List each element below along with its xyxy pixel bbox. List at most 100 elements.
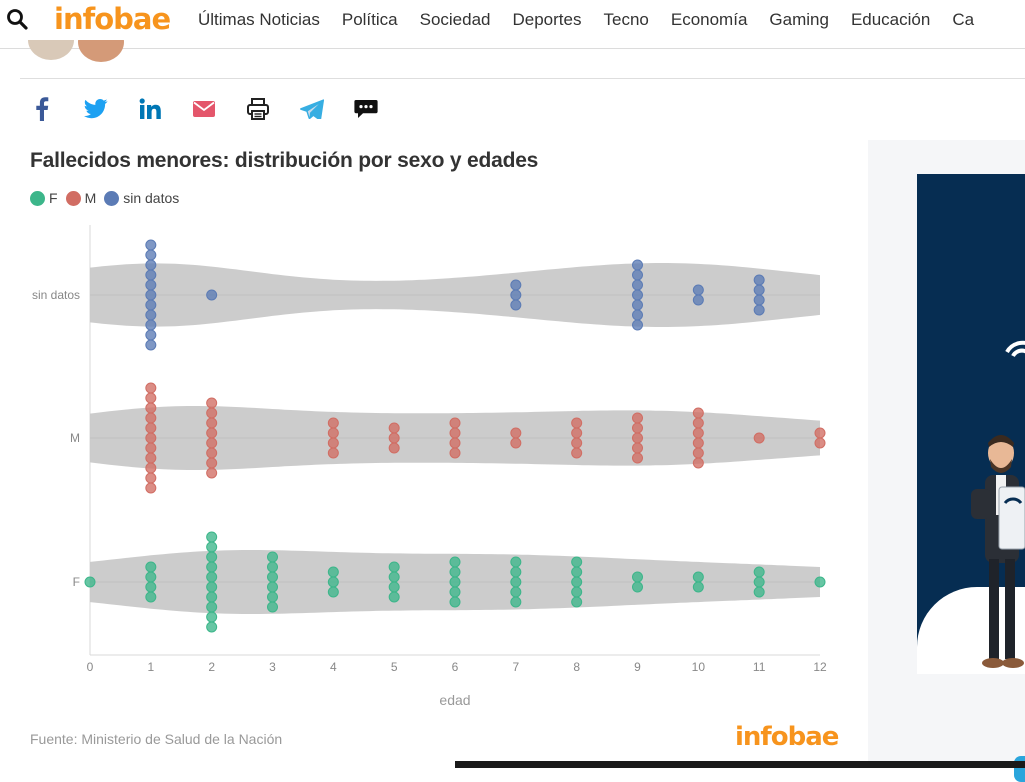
data-point-sin-datos[interactable] (510, 289, 522, 301)
data-point-M[interactable] (753, 432, 765, 444)
data-point-M[interactable] (692, 427, 704, 439)
data-point-F[interactable] (145, 581, 157, 593)
data-point-F[interactable] (206, 541, 218, 553)
nav-item-educacion[interactable]: Educación (850, 10, 931, 29)
data-point-M[interactable] (632, 452, 643, 464)
data-point-sin-datos[interactable] (510, 299, 522, 311)
data-point-M[interactable] (145, 452, 157, 464)
nav-item-ultimas-noticias[interactable]: Últimas Noticias (198, 10, 320, 29)
data-point-F[interactable] (753, 586, 765, 598)
avatar[interactable] (78, 40, 124, 62)
data-point-F[interactable] (206, 611, 218, 623)
data-point-F[interactable] (267, 561, 278, 573)
data-point-M[interactable] (814, 437, 826, 449)
data-point-M[interactable] (145, 382, 157, 394)
data-point-F[interactable] (388, 591, 400, 603)
data-point-M[interactable] (327, 427, 339, 439)
data-point-M[interactable] (510, 427, 522, 439)
data-point-M[interactable] (692, 457, 704, 469)
data-point-F[interactable] (510, 556, 522, 568)
avatar[interactable] (28, 40, 74, 60)
data-point-F[interactable] (206, 561, 218, 573)
data-point-sin-datos[interactable] (753, 294, 765, 306)
linkedin-icon[interactable] (136, 95, 164, 123)
data-point-sin-datos[interactable] (145, 289, 157, 301)
data-point-F[interactable] (449, 586, 461, 598)
data-point-sin-datos[interactable] (145, 239, 157, 251)
data-point-F[interactable] (206, 581, 218, 593)
data-point-F[interactable] (267, 601, 278, 613)
data-point-sin-datos[interactable] (145, 279, 157, 291)
data-point-M[interactable] (388, 432, 400, 444)
data-point-F[interactable] (692, 581, 704, 593)
data-point-M[interactable] (388, 442, 400, 454)
data-point-F[interactable] (388, 581, 400, 593)
data-point-F[interactable] (814, 576, 826, 588)
data-point-F[interactable] (449, 596, 461, 608)
data-point-F[interactable] (267, 581, 278, 593)
data-point-M[interactable] (632, 422, 643, 434)
data-point-F[interactable] (510, 566, 522, 578)
data-point-F[interactable] (145, 571, 157, 583)
data-point-M[interactable] (145, 462, 157, 474)
data-point-F[interactable] (571, 566, 583, 578)
site-logo[interactable]: infobae (54, 2, 171, 36)
data-point-M[interactable] (571, 447, 583, 459)
data-point-F[interactable] (571, 576, 583, 588)
data-point-F[interactable] (510, 596, 522, 608)
data-point-M[interactable] (814, 427, 826, 439)
data-point-sin-datos[interactable] (145, 329, 157, 341)
data-point-M[interactable] (206, 397, 218, 409)
data-point-M[interactable] (145, 402, 157, 414)
data-point-F[interactable] (267, 591, 278, 603)
data-point-M[interactable] (206, 457, 218, 469)
data-point-F[interactable] (449, 556, 461, 568)
data-point-F[interactable] (327, 566, 339, 578)
data-point-M[interactable] (145, 442, 157, 454)
data-point-sin-datos[interactable] (632, 259, 643, 271)
data-point-sin-datos[interactable] (753, 284, 765, 296)
data-point-F[interactable] (753, 576, 765, 588)
search-icon[interactable] (6, 8, 28, 35)
data-point-M[interactable] (145, 422, 157, 434)
data-point-M[interactable] (206, 447, 218, 459)
data-point-F[interactable] (510, 576, 522, 588)
data-point-F[interactable] (692, 571, 704, 583)
data-point-F[interactable] (145, 591, 157, 603)
data-point-F[interactable] (206, 571, 218, 583)
data-point-M[interactable] (571, 427, 583, 439)
data-point-sin-datos[interactable] (632, 279, 643, 291)
data-point-F[interactable] (510, 586, 522, 598)
data-point-F[interactable] (267, 551, 278, 563)
data-point-F[interactable] (206, 551, 218, 563)
data-point-M[interactable] (632, 442, 643, 454)
data-point-M[interactable] (327, 417, 339, 429)
data-point-F[interactable] (449, 576, 461, 588)
data-point-sin-datos[interactable] (632, 319, 643, 331)
data-point-M[interactable] (388, 422, 400, 434)
data-point-M[interactable] (145, 472, 157, 484)
data-point-M[interactable] (449, 447, 461, 459)
telegram-icon[interactable] (298, 95, 326, 123)
data-point-M[interactable] (145, 412, 157, 424)
data-point-M[interactable] (145, 482, 157, 494)
data-point-F[interactable] (571, 556, 583, 568)
advertisement-banner[interactable] (917, 174, 1025, 674)
data-point-sin-datos[interactable] (510, 279, 522, 291)
data-point-M[interactable] (206, 467, 218, 479)
data-point-M[interactable] (327, 447, 339, 459)
data-point-M[interactable] (206, 407, 218, 419)
data-point-F[interactable] (327, 586, 339, 598)
data-point-sin-datos[interactable] (145, 319, 157, 331)
data-point-M[interactable] (510, 437, 522, 449)
email-icon[interactable] (190, 95, 218, 123)
data-point-sin-datos[interactable] (632, 299, 643, 311)
facebook-icon[interactable] (28, 95, 56, 123)
twitter-icon[interactable] (82, 95, 110, 123)
data-point-F[interactable] (84, 576, 96, 588)
data-point-M[interactable] (449, 427, 461, 439)
data-point-sin-datos[interactable] (145, 249, 157, 261)
data-point-sin-datos[interactable] (145, 269, 157, 281)
data-point-sin-datos[interactable] (632, 289, 643, 301)
data-point-F[interactable] (206, 621, 218, 633)
